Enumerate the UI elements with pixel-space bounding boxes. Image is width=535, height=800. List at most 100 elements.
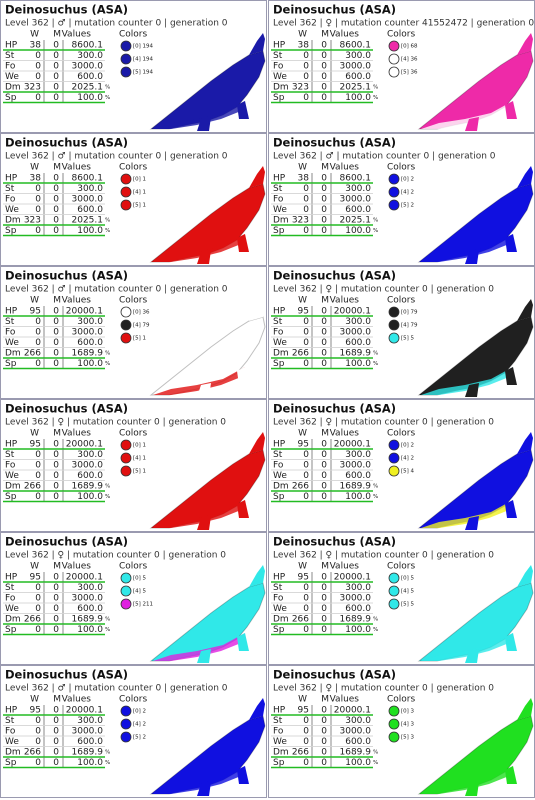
stat-value: 1689.9 (72, 748, 104, 758)
stat-name: Fo (273, 62, 284, 72)
card-canvas: Deinosuchus (ASA) Level 362 | ♂ | mutatio… (3, 136, 266, 264)
creature-image (417, 299, 534, 397)
stat-mut: 0 (321, 727, 327, 737)
stat-name: HP (5, 307, 18, 317)
color-swatch (388, 40, 400, 52)
creature-leg (465, 649, 479, 663)
color-swatch (388, 452, 400, 464)
color-label: [4] 3 (401, 722, 415, 728)
creature-card: Deinosuchus (ASA) Level 362 | ♂ | mutatio… (0, 0, 267, 133)
card-title: Deinosuchus (ASA) (5, 269, 128, 283)
column-header: Values (62, 30, 92, 40)
stat-value: 1689.9 (340, 349, 372, 359)
column-header: M (53, 562, 61, 572)
stat-mut: 0 (321, 737, 327, 747)
stat-wild: 0 (303, 338, 309, 348)
stat-mut: 0 (53, 594, 59, 604)
stat-wild: 0 (303, 359, 309, 369)
creature-tail (517, 33, 533, 55)
stat-wild: 0 (303, 625, 309, 635)
stat-wild: 95 (298, 440, 309, 450)
color-swatch (388, 66, 400, 78)
creature-card: Deinosuchus (ASA) Level 362 | ♂ | mutatio… (268, 133, 535, 266)
stat-value: 100.0 (77, 359, 103, 369)
stat-value: 20000.1 (66, 440, 103, 450)
creature-belly (153, 234, 245, 262)
stat-wild: 0 (35, 205, 41, 215)
color-swatch (388, 186, 400, 198)
color-label: [5] 194 (133, 70, 154, 76)
stat-wild: 0 (35, 625, 41, 635)
creature-card: Deinosuchus (ASA) Level 362 | ♀ | mutatio… (0, 532, 267, 665)
column-header: M (53, 296, 61, 306)
stat-name: St (5, 450, 15, 460)
creature-leg (505, 633, 517, 651)
stat-mut: 0 (321, 62, 327, 72)
card-info: Level 362 | ♀ | mutation counter 0 | gen… (273, 285, 494, 295)
stat-value: 600.0 (345, 205, 371, 215)
card-title: Deinosuchus (ASA) (5, 668, 128, 682)
stat-value: 600.0 (77, 737, 103, 747)
color-label: [5] 2 (133, 735, 146, 741)
stat-mut: 0 (321, 184, 327, 194)
color-label: [4] 5 (401, 589, 415, 595)
stat-mut: 0 (53, 205, 59, 215)
stat-value: 2025.1 (72, 216, 104, 226)
stat-mut: 0 (321, 573, 327, 583)
stat-wild: 0 (303, 184, 309, 194)
stat-wild: 0 (303, 471, 309, 481)
stat-value: 300.0 (77, 716, 103, 726)
creature-tail (249, 698, 265, 720)
stat-value: 300.0 (77, 184, 103, 194)
stat-mut: 0 (53, 226, 59, 236)
stat-name: We (273, 205, 287, 215)
stat-name: Dm (5, 216, 21, 226)
stat-name: HP (273, 440, 286, 450)
color-swatch (120, 319, 132, 331)
creature-leg (197, 250, 211, 264)
stat-value: 600.0 (77, 338, 103, 348)
stat-value: 3000.0 (72, 195, 104, 205)
color-swatch (388, 53, 400, 65)
color-label: [5] 5 (401, 602, 415, 608)
creature-belly (153, 101, 245, 129)
color-swatch (388, 585, 400, 597)
stat-wild: 0 (35, 492, 41, 502)
stat-wild: 38 (298, 41, 310, 51)
stat-wild: 95 (298, 573, 309, 583)
creature-leg (237, 633, 249, 651)
creature-leg (505, 367, 517, 385)
stat-wild: 0 (35, 604, 41, 614)
color-swatch (120, 332, 132, 344)
stat-unit: % (373, 85, 378, 91)
stat-name: We (5, 471, 19, 481)
stat-wild: 95 (298, 307, 309, 317)
column-header: M (53, 30, 61, 40)
card-title: Deinosuchus (ASA) (5, 402, 128, 416)
stat-name: Sp (5, 625, 17, 635)
color-swatch (120, 439, 132, 451)
creature-leg (197, 649, 211, 663)
column-header: M (321, 163, 329, 173)
stat-value: 100.0 (77, 758, 103, 768)
stat-mut: 0 (321, 461, 327, 471)
stat-wild: 0 (303, 450, 309, 460)
stat-wild: 38 (298, 174, 310, 184)
color-label: [5] 2 (401, 203, 414, 209)
stat-wild: 323 (24, 83, 41, 93)
stat-name: We (5, 604, 19, 614)
card-info: Level 362 | ♂ | mutation counter 0 | gen… (273, 152, 496, 162)
stat-mut: 0 (53, 625, 59, 635)
column-header: W (298, 695, 307, 705)
stat-wild: 0 (35, 461, 41, 471)
card-info: Level 362 | ♀ | mutation counter 4155247… (273, 19, 534, 29)
creature-image (149, 565, 266, 663)
stat-wild: 0 (303, 51, 309, 61)
stat-value: 600.0 (345, 604, 371, 614)
stat-mut: 0 (321, 307, 327, 317)
stat-name: Fo (273, 594, 284, 604)
colors-header: Colors (119, 562, 147, 572)
color-swatch (120, 173, 132, 185)
stat-value: 8600.1 (72, 41, 104, 51)
creature-belly (421, 633, 513, 661)
